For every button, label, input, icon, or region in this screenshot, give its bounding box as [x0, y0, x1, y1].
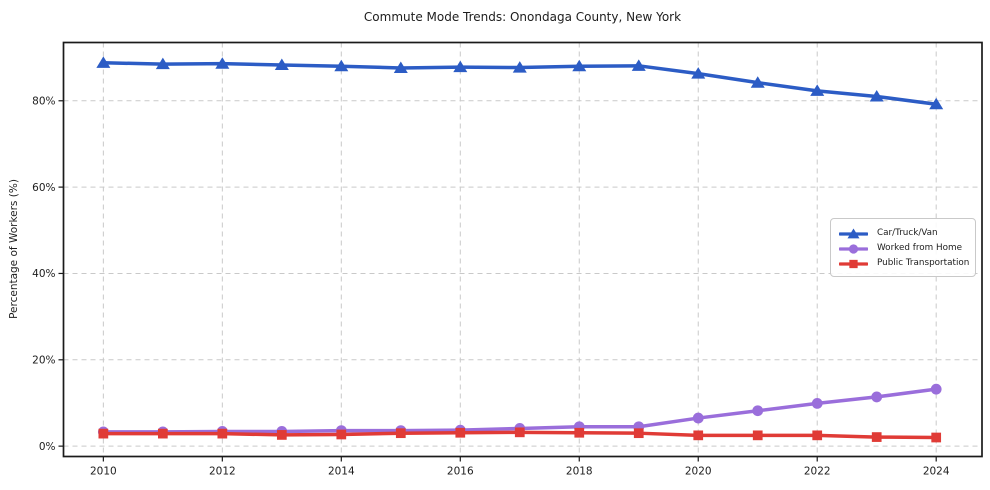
x-tick-label: 2020: [685, 466, 712, 478]
data-point-marker: [334, 59, 349, 72]
data-point-marker: [574, 427, 585, 438]
data-point-marker: [693, 430, 704, 441]
x-tick-label: 2024: [923, 466, 950, 478]
legend-sample-triangle-icon: [838, 226, 869, 240]
data-point-marker: [750, 76, 765, 88]
data-point-marker: [155, 57, 170, 70]
legend-item-public-transportation: Public Transportation: [838, 255, 970, 270]
legend-item-car-truck-van: Car/Truck/Van: [838, 225, 967, 240]
x-tick-label: 2014: [328, 466, 355, 478]
data-point-marker: [811, 398, 823, 409]
legend-item-worked-from-home: Worked from Home: [838, 240, 967, 255]
x-tick-label: 2016: [447, 466, 474, 478]
data-point-marker: [217, 428, 228, 439]
data-point-marker: [692, 412, 704, 424]
legend-sample-svg: [838, 243, 869, 254]
data-point-marker: [812, 430, 823, 441]
legend-label-worked-from-home: Worked from Home: [877, 242, 963, 253]
legend: Car/Truck/Van Worked from Home Public Tr…: [830, 218, 976, 277]
data-point-marker: [930, 383, 942, 395]
data-point-marker: [848, 243, 859, 254]
y-tick-label: 20%: [32, 354, 55, 366]
legend-sample-svg: [838, 227, 869, 238]
data-point-marker: [929, 97, 944, 110]
legend-sample-square-icon: [838, 256, 869, 270]
legend-label-public-transportation: Public Transportation: [877, 257, 970, 268]
data-point-marker: [931, 432, 942, 443]
legend-sample-svg: [838, 259, 869, 268]
data-point-marker: [98, 428, 109, 439]
data-point-marker: [157, 428, 168, 439]
y-tick-label: 80%: [32, 95, 55, 107]
data-point-marker: [453, 60, 468, 73]
data-point-marker: [871, 391, 883, 403]
data-point-marker: [336, 429, 347, 440]
data-point-marker: [455, 427, 466, 438]
legend-label-car-truck-van: Car/Truck/Van: [877, 227, 938, 238]
x-tick-label: 2012: [209, 466, 236, 478]
data-point-marker: [810, 84, 825, 96]
data-point-marker: [215, 57, 230, 69]
data-point-marker: [572, 59, 587, 72]
axes-border: [62, 41, 983, 458]
data-point-marker: [752, 430, 763, 441]
data-point-marker: [752, 405, 764, 417]
data-point-marker: [512, 61, 527, 73]
data-point-marker: [869, 90, 884, 102]
x-tick-label: 2018: [566, 466, 593, 478]
chart-title: Commute Mode Trends: Onondaga County, Ne…: [363, 10, 682, 24]
data-point-marker: [849, 259, 858, 268]
data-point-marker: [276, 430, 287, 440]
data-point-marker: [847, 227, 860, 238]
data-point-marker: [96, 56, 111, 68]
y-tick-label: 40%: [32, 268, 55, 280]
data-point-marker: [395, 428, 406, 439]
data-point-marker: [633, 428, 644, 439]
y-tick-label: 60%: [32, 182, 55, 194]
data-point-marker: [871, 432, 882, 442]
data-point-marker: [631, 59, 646, 71]
data-point-marker: [514, 427, 525, 438]
legend-sample-circle-icon: [838, 241, 869, 255]
data-point-marker: [691, 67, 706, 79]
data-point-marker: [393, 61, 408, 74]
y-tick-label: 0%: [39, 441, 56, 453]
x-tick-label: 2010: [90, 466, 117, 478]
data-point-marker: [274, 58, 289, 70]
x-tick-label: 2022: [804, 466, 831, 478]
